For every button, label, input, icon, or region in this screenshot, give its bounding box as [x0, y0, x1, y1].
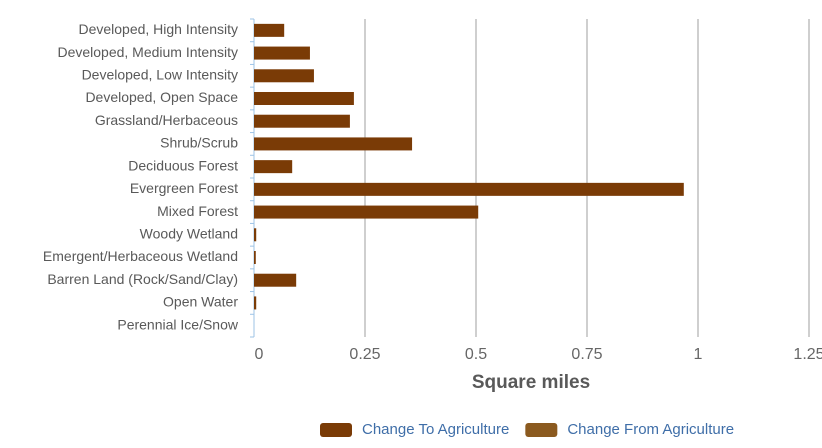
y-tick-label: Developed, Low Intensity	[82, 66, 238, 82]
y-tick-label: Perennial Ice/Snow	[117, 316, 239, 332]
legend-label: Change To Agriculture	[362, 421, 509, 438]
bar	[254, 92, 354, 105]
bar	[254, 160, 293, 174]
y-tick-label: Grassland/Herbaceous	[95, 112, 238, 128]
y-tick-label: Shrub/Scrub	[160, 135, 238, 151]
x-tick-label: 0.25	[349, 346, 380, 363]
y-tick-label: Deciduous Forest	[128, 157, 238, 173]
bar	[254, 251, 256, 264]
x-tick-label: 0.75	[571, 346, 602, 363]
y-tick-label: Open Water	[163, 294, 238, 310]
bar	[254, 205, 479, 219]
legend-swatch	[320, 423, 352, 437]
bar	[254, 23, 285, 37]
y-tick-label: Barren Land (Rock/Sand/Clay)	[47, 271, 238, 287]
x-tick-label: 1.25	[793, 346, 822, 363]
legend-label: Change From Agriculture	[567, 421, 734, 438]
y-tick-label: Emergent/Herbaceous Wetland	[43, 248, 238, 264]
bar	[254, 69, 314, 83]
bar	[254, 273, 297, 287]
y-tick-label: Developed, Medium Intensity	[57, 44, 238, 60]
bar	[254, 114, 350, 128]
bar	[254, 228, 257, 242]
x-tick-label: 1	[694, 346, 703, 363]
y-tick-label: Developed, Open Space	[85, 89, 238, 105]
legend-swatch	[525, 423, 558, 437]
x-tick-label: 0.5	[465, 346, 487, 363]
x-axis-title: Square miles	[472, 372, 590, 393]
y-tick-label: Woody Wetland	[140, 225, 238, 241]
y-tick-label: Mixed Forest	[157, 203, 238, 219]
y-tick-label: Developed, High Intensity	[78, 21, 238, 37]
y-tick-label: Evergreen Forest	[130, 180, 238, 196]
bar	[254, 182, 684, 196]
x-tick-label: 0	[255, 346, 264, 363]
bar	[254, 296, 257, 310]
bar	[254, 137, 413, 151]
bar	[254, 46, 310, 60]
